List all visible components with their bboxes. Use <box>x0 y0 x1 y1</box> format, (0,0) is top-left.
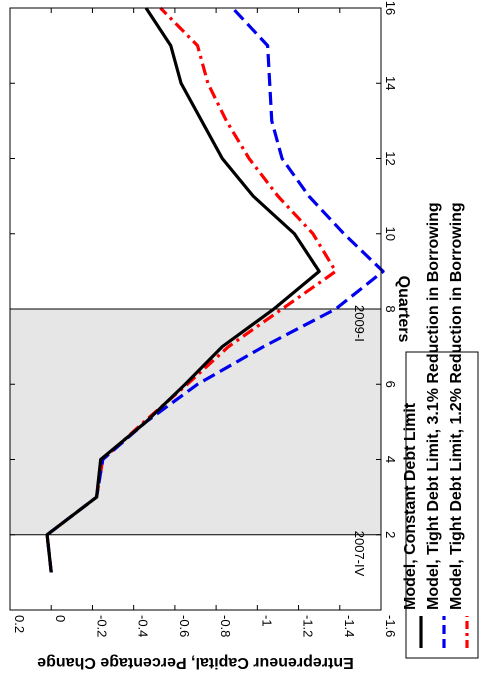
annotation-label: 2007-IV <box>352 531 367 577</box>
y-tick-label: -1.2 <box>301 615 316 637</box>
y-tick-label: -0.6 <box>177 615 192 637</box>
legend-box <box>405 351 479 659</box>
series-line <box>45 7 321 573</box>
legend: Model, Tight Debt Limit, 1.2% Reduction … <box>402 202 479 659</box>
x-tick-label: 14 <box>383 76 398 90</box>
y-tick-label: -1.4 <box>342 615 357 637</box>
y-tick-label: -0.2 <box>94 615 109 637</box>
legend-label: Model, Tight Debt Limit, 1.2% Reduction … <box>448 202 465 610</box>
plot-area: 2007-IV 2009-I 2 4 6 8 10 12 14 16 0.2 0 -0.2 -0.4 -0.… <box>9 1 479 671</box>
y-tick-label: 0 <box>53 615 68 622</box>
x-tick-label: 2 <box>383 531 398 538</box>
x-axis-label: Quarters <box>395 276 412 343</box>
x-tick-label: 6 <box>383 381 398 388</box>
legend-label: Model, Constant Debt Limit <box>402 402 419 610</box>
x-tick-label: 16 <box>383 1 398 15</box>
y-axis-label: Entrepreneur Capital, Percentage Change <box>37 654 354 671</box>
y-tick-label: -0.8 <box>218 615 233 637</box>
y-tick-label: -1.6 <box>383 615 398 637</box>
y-tick-label: -0.4 <box>136 615 151 637</box>
y-tick-label: 0.2 <box>12 615 27 633</box>
shaded-region <box>10 309 381 535</box>
x-tick-label: 12 <box>383 151 398 165</box>
x-tick-label: 10 <box>383 227 398 241</box>
annotation-label: 2009-I <box>352 305 367 342</box>
x-tick-label: 8 <box>383 305 398 312</box>
legend-label: Model, Tight Debt Limit, 3.1% Reduction … <box>425 202 442 610</box>
x-tick-label: 4 <box>383 456 398 463</box>
y-tick-label: -1 <box>259 615 274 627</box>
